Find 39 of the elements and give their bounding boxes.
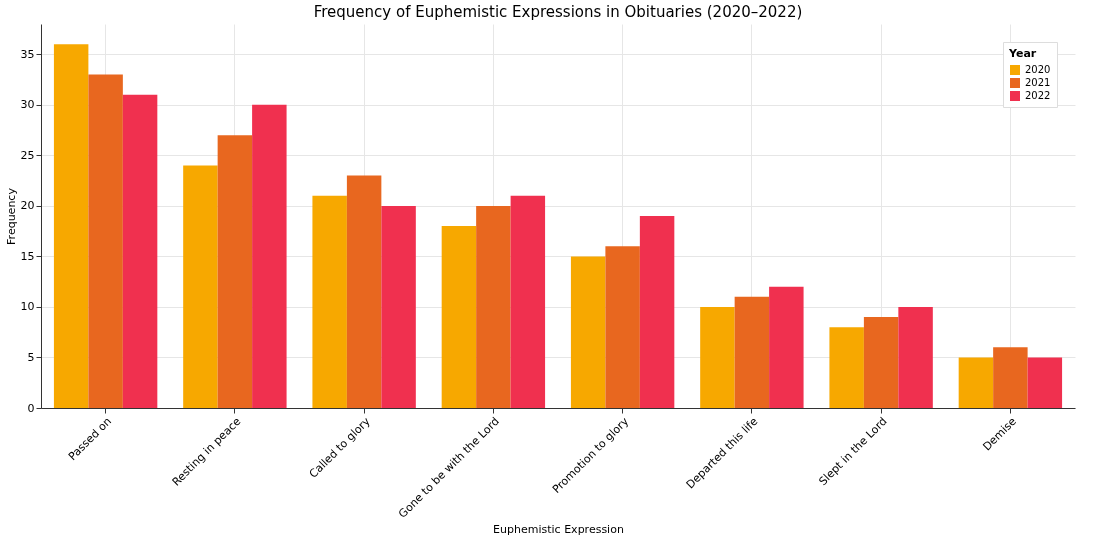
- legend-label: 2022: [1025, 90, 1051, 101]
- bar: [476, 205, 511, 408]
- bar: [993, 347, 1028, 408]
- bar: [183, 165, 218, 408]
- bar: [381, 205, 416, 408]
- y-tick-label: 5: [27, 350, 35, 364]
- bar: [570, 256, 606, 408]
- y-tick-label: 30: [20, 98, 35, 112]
- legend-label: 2020: [1025, 64, 1051, 75]
- bar: [122, 94, 158, 408]
- y-axis-title: Frequency: [4, 187, 18, 245]
- y-tick-label: 35: [20, 47, 35, 61]
- y-tick-label: 15: [20, 249, 35, 263]
- legend-label: 2021: [1025, 77, 1051, 88]
- x-axis-title: Euphemistic Expression: [493, 522, 624, 536]
- bar: [53, 44, 89, 408]
- bar: [252, 104, 287, 408]
- bar: [346, 175, 382, 408]
- chart-title: Frequency of Euphemistic Expressions in Obituaries (2020–2022): [313, 3, 803, 21]
- bar: [217, 135, 253, 408]
- y-tick-label: 25: [20, 148, 35, 162]
- y-tick-label: 10: [20, 300, 35, 314]
- bar: [829, 327, 864, 408]
- bar: [700, 306, 735, 408]
- bar: [734, 296, 770, 408]
- bar: [639, 216, 675, 408]
- bar: [312, 195, 347, 408]
- bar: [769, 286, 804, 408]
- bar: [958, 357, 994, 408]
- legend-title: Year: [1008, 47, 1037, 60]
- bar: [863, 317, 899, 408]
- y-tick-label: 20: [20, 199, 35, 213]
- bar: [510, 195, 546, 408]
- bar: [88, 74, 123, 408]
- bar: [898, 306, 933, 408]
- y-tick-label: 0: [27, 401, 35, 415]
- bar: [605, 246, 640, 408]
- bar: [1027, 357, 1063, 408]
- bar: [441, 226, 477, 408]
